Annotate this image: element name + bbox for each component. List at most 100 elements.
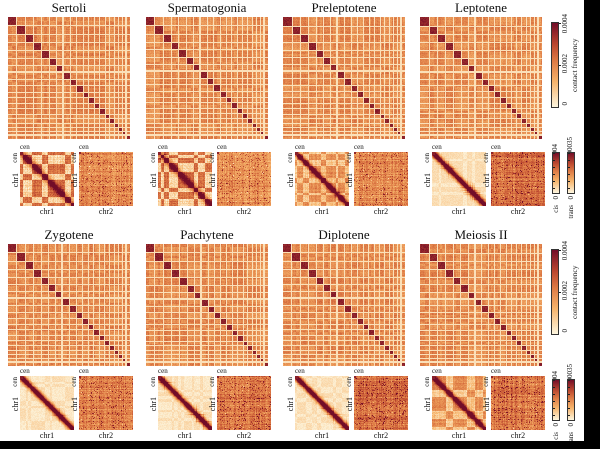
cen-x-axis-label: cen xyxy=(432,367,442,375)
chr1-x-axis-label: chr1 xyxy=(451,207,467,216)
stage-title: Leptotene xyxy=(455,0,507,15)
cen-y-axis-label: cen xyxy=(286,153,294,163)
stage-panel: Meiosis II cen cen chr1 chr1 cen cen chr… xyxy=(420,227,556,449)
cen-y-axis-label: cen xyxy=(423,153,431,163)
cis-chr1-heatmap xyxy=(295,376,349,430)
chr1-y-axis-label: chr1 xyxy=(286,173,295,188)
genome-wide-contact-heatmap xyxy=(420,17,542,139)
chromosome-maps: cen cen chr1 chr1 cen cen chr1 chr2 xyxy=(146,143,282,222)
trans-chr2-heatmap xyxy=(79,152,133,206)
bottom-black-border xyxy=(0,441,600,449)
trans-chr2-heatmap xyxy=(217,376,271,430)
contact-frequency-label: contact frequency xyxy=(570,265,579,319)
stage-title: Sertoli xyxy=(51,0,87,15)
colorbar-tick-zero: 0 xyxy=(561,102,569,106)
cen-y-axis-label: cen xyxy=(345,153,353,163)
cen-x-axis-label: cen xyxy=(158,367,168,375)
chr2-x-axis-label: chr2 xyxy=(98,431,114,440)
trans-chr2-heatmap xyxy=(491,376,545,430)
chr2-x-axis-label: chr2 xyxy=(373,431,389,440)
stage-panel: Sertoli cen cen chr1 chr1 cen cen chr1 c… xyxy=(8,0,144,222)
genome-wide-contact-heatmap xyxy=(420,244,542,366)
cis-gradient xyxy=(552,152,560,194)
cen-y-axis-label: cen xyxy=(482,153,490,163)
chromosome-maps: cen cen chr1 chr1 cen cen chr1 chr2 xyxy=(420,367,556,446)
figure-row-1: Sertoli cen cen chr1 chr1 cen cen chr1 c… xyxy=(0,0,584,222)
cis-chr1-heatmap xyxy=(20,376,74,430)
trans-zero-tick: 0 xyxy=(567,423,575,427)
chr2-x-axis-label: chr2 xyxy=(510,431,526,440)
cen-x-axis-label: cen xyxy=(20,367,30,375)
colorbar-tick-mid: 0.0002 xyxy=(561,54,569,74)
contact-frequency-colorbar: 0.0004 0.0002 0 contact frequency xyxy=(549,241,584,349)
cen-x-axis-label: cen xyxy=(295,143,305,151)
chr1-y-axis-label: chr1 xyxy=(149,397,158,412)
cen-y-axis-label: cen xyxy=(482,377,490,387)
chr1-y-axis-label: chr1 xyxy=(208,397,217,412)
trans-map-group: cen cen chr1 chr2 xyxy=(208,143,272,222)
cen-x-axis-label: cen xyxy=(295,367,305,375)
chromosome-maps: cen cen chr1 chr1 cen cen chr1 chr2 xyxy=(146,367,282,446)
cen-x-axis-label: cen xyxy=(491,367,501,375)
cen-x-axis-label: cen xyxy=(491,143,501,151)
cen-x-axis-label: cen xyxy=(354,367,364,375)
chr1-x-axis-label: chr1 xyxy=(177,207,193,216)
cis-map-group: cen cen chr1 chr1 xyxy=(149,143,213,222)
cis-chr1-heatmap xyxy=(432,152,486,206)
cis-chr1-heatmap xyxy=(158,152,212,206)
trans-map-group: cen cen chr1 chr2 xyxy=(345,367,409,446)
cis-map-group: cen cen chr1 chr1 xyxy=(149,367,213,446)
genome-wide-contact-heatmap xyxy=(8,244,130,366)
contact-frequency-gradient xyxy=(551,22,561,108)
stage-panel: Pachytene cen cen chr1 chr1 cen cen chr1… xyxy=(146,227,282,449)
trans-chr2-heatmap xyxy=(79,376,133,430)
trans-gradient xyxy=(567,379,575,421)
trans-map-group: cen cen chr1 chr2 xyxy=(345,143,409,222)
cis-map-group: cen cen chr1 chr1 xyxy=(286,367,350,446)
cen-x-axis-label: cen xyxy=(354,143,364,151)
cis-map-group: cen cen chr1 chr1 xyxy=(11,367,75,446)
chr1-y-axis-label: chr1 xyxy=(345,173,354,188)
trans-map-group: cen cen chr1 chr2 xyxy=(482,143,546,222)
trans-chr2-heatmap xyxy=(217,152,271,206)
cis-label: cis xyxy=(552,432,560,440)
cen-x-axis-label: cen xyxy=(79,367,89,375)
chr1-y-axis-label: chr1 xyxy=(149,173,158,188)
trans-map-group: cen cen chr1 chr2 xyxy=(208,367,272,446)
chr1-y-axis-label: chr1 xyxy=(208,173,217,188)
chr2-x-axis-label: chr2 xyxy=(236,431,252,440)
chromosome-maps: cen cen chr1 chr1 cen cen chr1 chr2 xyxy=(283,367,419,446)
chr1-y-axis-label: chr1 xyxy=(70,173,79,188)
cen-x-axis-label: cen xyxy=(20,143,30,151)
colorbar-zone: 0.0004 0.0002 0 contact frequency 0.004 … xyxy=(549,227,584,449)
stage-title: Spermatogonia xyxy=(167,0,247,15)
trans-colorbar: 0.00035 0 trans xyxy=(565,343,579,449)
cis-colorbar: 0.004 0 cis xyxy=(550,116,564,222)
genome-wide-contact-heatmap xyxy=(146,17,268,139)
trans-map-group: cen cen chr1 chr2 xyxy=(70,143,134,222)
cen-y-axis-label: cen xyxy=(208,153,216,163)
chr2-x-axis-label: chr2 xyxy=(98,207,114,216)
cis-chr1-heatmap xyxy=(432,376,486,430)
contact-frequency-colorbar: 0.0004 0.0002 0 contact frequency xyxy=(549,14,584,122)
cis-chr1-heatmap xyxy=(158,376,212,430)
cis-map-group: cen cen chr1 chr1 xyxy=(286,143,350,222)
trans-label: trans xyxy=(567,205,575,219)
colorbar-tick-mid: 0.0002 xyxy=(561,281,569,301)
chr1-y-axis-label: chr1 xyxy=(11,173,20,188)
stage-title: Diplotene xyxy=(318,227,370,242)
stage-panel: Leptotene cen cen chr1 chr1 cen cen chr1… xyxy=(420,0,556,222)
contact-frequency-gradient xyxy=(551,249,561,335)
chr1-y-axis-label: chr1 xyxy=(11,397,20,412)
trans-map-group: cen cen chr1 chr2 xyxy=(482,367,546,446)
chr1-y-axis-label: chr1 xyxy=(345,397,354,412)
chr2-x-axis-label: chr2 xyxy=(373,207,389,216)
genome-wide-contact-heatmap xyxy=(283,244,405,366)
cen-x-axis-label: cen xyxy=(217,367,227,375)
genome-wide-contact-heatmap xyxy=(8,17,130,139)
chr2-x-axis-label: chr2 xyxy=(510,207,526,216)
cen-y-axis-label: cen xyxy=(11,377,19,387)
chromosome-maps: cen cen chr1 chr1 cen cen chr1 chr2 xyxy=(420,143,556,222)
right-black-border xyxy=(584,0,600,449)
chr2-x-axis-label: chr2 xyxy=(236,207,252,216)
